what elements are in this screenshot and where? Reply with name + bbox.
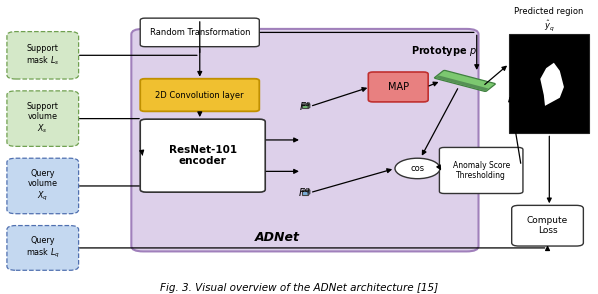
Circle shape [395,158,440,179]
FancyBboxPatch shape [512,205,584,246]
FancyBboxPatch shape [140,79,260,111]
Polygon shape [302,191,308,195]
Text: 2D Convolution layer: 2D Convolution layer [155,91,244,100]
Polygon shape [302,190,310,191]
Text: MAP: MAP [388,82,409,92]
Text: Anomaly Score
Thresholding: Anomaly Score Thresholding [453,161,510,180]
Text: Support
volume
$X_s$: Support volume $X_s$ [27,102,59,136]
Polygon shape [302,105,308,108]
FancyBboxPatch shape [435,70,495,91]
Polygon shape [308,104,310,108]
Text: Fig. 3. Visual overview of the ADNet architecture [15]: Fig. 3. Visual overview of the ADNet arc… [160,283,438,293]
Text: $F^q$: $F^q$ [298,186,312,199]
Text: Predicted region
$\hat{y}_q$: Predicted region $\hat{y}_q$ [514,7,584,33]
Polygon shape [302,104,310,105]
FancyBboxPatch shape [140,18,260,47]
FancyBboxPatch shape [509,34,589,133]
Text: $F^s$: $F^s$ [299,100,311,113]
Text: Compute
Loss: Compute Loss [527,216,568,235]
Text: Prototype $p$: Prototype $p$ [411,44,477,58]
Polygon shape [308,190,310,195]
FancyBboxPatch shape [140,119,266,192]
FancyBboxPatch shape [7,225,78,270]
FancyBboxPatch shape [7,31,78,79]
Polygon shape [540,63,564,106]
Text: cos: cos [410,164,425,173]
Text: Query
volume
$X_q$: Query volume $X_q$ [28,169,58,203]
Text: ResNet-101
encoder: ResNet-101 encoder [169,145,237,166]
FancyBboxPatch shape [7,91,78,146]
Text: ADNet: ADNet [255,231,300,244]
FancyBboxPatch shape [7,158,78,214]
FancyBboxPatch shape [368,72,428,102]
Text: Random Transformation: Random Transformation [150,28,250,37]
Text: Query
mask $L_q$: Query mask $L_q$ [26,236,60,260]
Text: Support
mask $L_s$: Support mask $L_s$ [26,44,59,67]
FancyBboxPatch shape [440,147,523,193]
FancyBboxPatch shape [132,29,478,251]
FancyBboxPatch shape [436,76,488,91]
